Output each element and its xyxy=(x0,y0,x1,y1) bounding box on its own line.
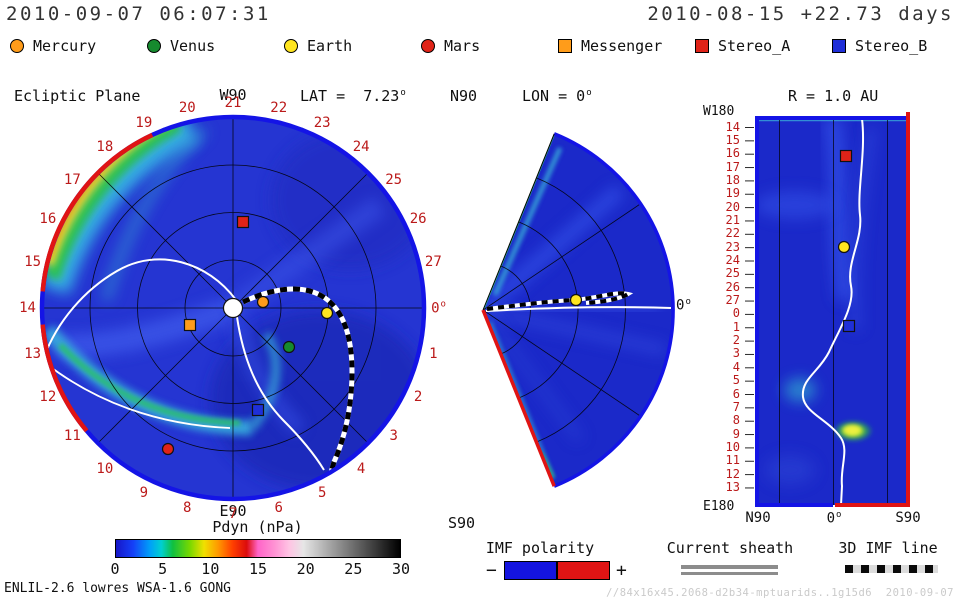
imf-line-dashed xyxy=(241,286,355,477)
current-sheet-label: Current sheath xyxy=(666,539,794,557)
venus-marker-ecliptic xyxy=(282,340,296,354)
legend-item-earth: Earth xyxy=(284,37,421,55)
n90-label-meridional: N90 xyxy=(450,87,478,105)
run-id-watermark: //84x16x45.2068-d2b34-mptuarids..1g15d6 … xyxy=(606,587,954,599)
r1au-axis-ticks xyxy=(745,127,754,489)
w180-label: W180 xyxy=(703,104,735,119)
meridional-grid xyxy=(483,177,641,443)
earth-marker-ecliptic xyxy=(320,306,334,320)
colorbar-tick-label: 30 xyxy=(391,560,411,578)
venus-icon xyxy=(147,39,161,53)
colorbar-tick-label: 0 xyxy=(110,560,120,578)
n90-label-r1au: N90 xyxy=(745,510,771,526)
current-sheet-sample-bar xyxy=(681,565,778,569)
current-sheet-lines xyxy=(43,258,325,471)
legend-item-stereo_a: Stereo_A xyxy=(695,37,832,55)
colorbar-tick-label: 5 xyxy=(158,560,168,578)
legend-label: Mars xyxy=(444,37,481,55)
e180-label: E180 xyxy=(703,499,735,514)
current-sheet-line-r1au xyxy=(801,118,865,505)
colorbar-tick-label: 15 xyxy=(248,560,268,578)
earth-icon xyxy=(284,39,298,53)
body-markers-layer xyxy=(161,149,856,456)
earth-marker-r1au xyxy=(837,240,851,254)
plus-sign: + xyxy=(616,560,627,581)
e90-label: E90 xyxy=(219,502,247,520)
meridional-rim-blue xyxy=(553,132,675,488)
zero-deg-label-meridional: 0o xyxy=(676,297,691,314)
lon-label: LON = 0o xyxy=(522,87,592,105)
imf-line-label: 3D IMF line xyxy=(838,539,938,557)
legend-item-mercury: Mercury xyxy=(10,37,147,55)
legend-label: Mercury xyxy=(33,37,97,55)
imf-line-dashed-meridional xyxy=(486,291,634,311)
sun-marker-ecliptic xyxy=(222,297,244,319)
w90-label: W90 xyxy=(219,86,247,104)
stereo_b-marker-ecliptic xyxy=(251,403,265,417)
imf-positive-box xyxy=(557,561,610,580)
colorbar xyxy=(115,539,401,558)
r1au-panel xyxy=(757,118,908,505)
stereo_a-marker-ecliptic xyxy=(236,215,250,229)
legend-label: Venus xyxy=(170,37,216,55)
stereo_a-icon xyxy=(695,39,709,53)
simulation-datetime: 2010-09-07 06:07:31 xyxy=(6,3,271,25)
mercury-icon xyxy=(10,39,24,53)
legend-item-mars: Mars xyxy=(421,37,558,55)
earth-marker-meridional xyxy=(569,293,583,307)
legend-label: Earth xyxy=(307,37,353,55)
run-elapsed-label: 2010-08-15 +22.73 days xyxy=(647,3,954,25)
legend-label: Messenger xyxy=(581,37,663,55)
colorbar-tick-label: 25 xyxy=(344,560,363,578)
r1au-border-red xyxy=(835,112,910,507)
s90-label-r1au: S90 xyxy=(895,510,921,526)
meridional-rim-red xyxy=(481,309,556,487)
legend-item-stereo_b: Stereo_B xyxy=(832,37,960,55)
r1au-title: R = 1.0 AU xyxy=(788,87,879,105)
messenger-icon xyxy=(558,39,572,53)
ecliptic-rim-red-upper xyxy=(40,132,154,292)
colorbar-title: Pdyn (nPa) xyxy=(212,518,303,536)
lat-label: LAT = 7.23o xyxy=(300,87,406,105)
mars-marker-ecliptic xyxy=(161,442,175,456)
current-sheet-line-meridional xyxy=(485,306,672,312)
imf-negative-box xyxy=(504,561,557,580)
colorbar-tick-label: 10 xyxy=(201,560,220,578)
mercury-marker-ecliptic xyxy=(256,295,270,309)
ecliptic-title: Ecliptic Plane xyxy=(14,87,141,105)
current-sheet-sample-bar xyxy=(681,571,778,575)
ecliptic-rim-red-lower xyxy=(40,324,89,433)
stereo_b-icon xyxy=(832,39,846,53)
minus-sign: − xyxy=(486,560,497,581)
stereo_a-marker-r1au xyxy=(839,149,853,163)
body-legend: Mercury Venus Earth Mars Messenger Stereo_A St… xyxy=(10,37,960,55)
s90-label-meridional: S90 xyxy=(448,514,476,532)
colorbar-tick-label: 20 xyxy=(296,560,315,578)
ecliptic-rim-blue xyxy=(39,114,427,502)
imf-polarity-label: IMF polarity xyxy=(485,539,595,557)
legend-item-messenger: Messenger xyxy=(558,37,695,55)
ecliptic-plane-panel xyxy=(43,118,423,498)
zero-deg-label-r1au: 0o xyxy=(826,510,842,527)
mars-icon xyxy=(421,39,435,53)
model-version-label: ENLIL-2.6 lowres WSA-1.6 GONG xyxy=(4,581,231,596)
legend-label: Stereo_B xyxy=(855,37,928,55)
messenger-marker-ecliptic xyxy=(183,318,197,332)
legend-item-venus: Venus xyxy=(147,37,284,55)
meridional-top-edge xyxy=(482,133,555,311)
r1au-border-blue xyxy=(755,116,908,507)
imf-line-sample xyxy=(845,565,938,573)
stereo_b-marker-r1au xyxy=(842,319,856,333)
meridional-panel xyxy=(483,133,674,487)
r1au-grid xyxy=(779,118,888,505)
legend-label: Stereo_A xyxy=(718,37,791,55)
